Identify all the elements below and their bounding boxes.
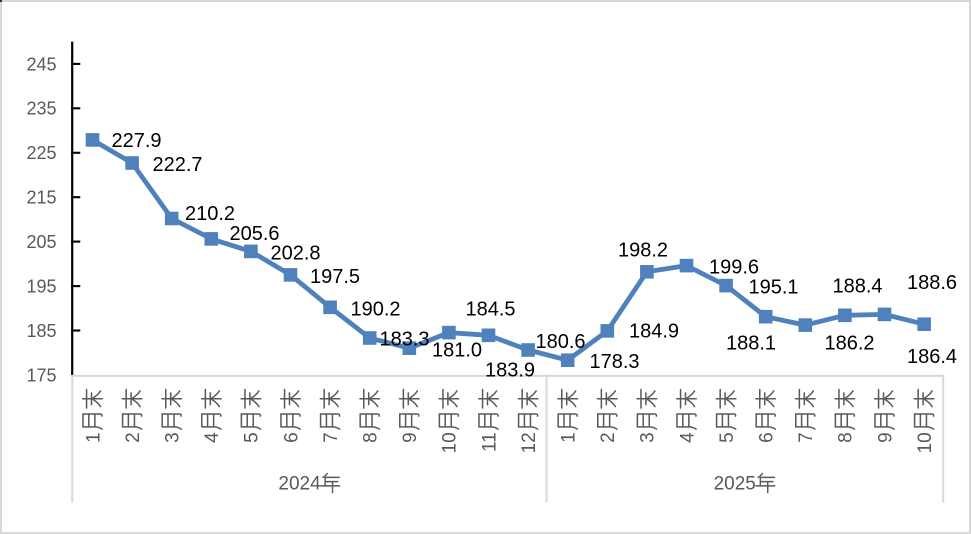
svg-text:5: 5	[717, 432, 738, 443]
svg-text:190.2: 190.2	[351, 299, 401, 321]
svg-text:188.1: 188.1	[726, 333, 776, 355]
svg-text:10: 10	[915, 432, 936, 453]
svg-text:4: 4	[677, 432, 698, 443]
svg-text:2: 2	[598, 432, 619, 443]
svg-text:183.3: 183.3	[380, 329, 430, 351]
svg-text:175: 175	[26, 365, 56, 385]
svg-text:7: 7	[321, 432, 342, 443]
svg-text:227.9: 227.9	[112, 130, 162, 152]
svg-text:225: 225	[26, 143, 56, 163]
svg-text:11: 11	[479, 432, 500, 452]
svg-text:5: 5	[242, 432, 263, 443]
svg-text:185: 185	[26, 321, 56, 341]
svg-text:202.8: 202.8	[271, 243, 321, 265]
svg-text:3: 3	[638, 432, 659, 443]
svg-text:2025: 2025	[714, 474, 756, 495]
svg-text:9: 9	[400, 432, 421, 443]
svg-text:205.6: 205.6	[230, 223, 280, 245]
svg-text:1: 1	[559, 432, 580, 443]
svg-text:2: 2	[123, 432, 144, 443]
svg-text:210.2: 210.2	[185, 203, 235, 225]
svg-text:245: 245	[26, 54, 56, 74]
svg-text:6: 6	[757, 432, 778, 443]
svg-text:188.6: 188.6	[907, 272, 957, 294]
svg-text:6: 6	[281, 432, 302, 443]
svg-text:178.3: 178.3	[590, 351, 640, 373]
svg-text:205: 205	[26, 232, 56, 252]
svg-text:186.2: 186.2	[825, 333, 875, 355]
svg-text:215: 215	[26, 188, 56, 208]
svg-text:198.2: 198.2	[618, 240, 668, 262]
svg-text:180.6: 180.6	[536, 331, 586, 353]
svg-text:184.9: 184.9	[629, 321, 679, 343]
svg-text:1: 1	[83, 432, 104, 443]
svg-text:7: 7	[796, 432, 817, 443]
svg-text:184.5: 184.5	[466, 299, 516, 321]
svg-text:235: 235	[26, 99, 56, 119]
svg-text:2024: 2024	[278, 474, 321, 495]
svg-text:195.1: 195.1	[749, 277, 799, 299]
svg-text:222.7: 222.7	[153, 154, 203, 176]
svg-text:12: 12	[519, 432, 540, 453]
svg-text:4: 4	[202, 432, 223, 443]
svg-text:10: 10	[440, 432, 461, 453]
svg-text:197.5: 197.5	[310, 266, 360, 288]
svg-text:183.9: 183.9	[485, 360, 535, 382]
svg-text:181.0: 181.0	[432, 340, 482, 362]
svg-text:8: 8	[836, 432, 857, 443]
svg-text:9: 9	[875, 432, 896, 443]
svg-text:3: 3	[163, 432, 184, 443]
svg-text:195: 195	[26, 277, 56, 297]
svg-text:199.6: 199.6	[709, 257, 759, 279]
svg-text:188.4: 188.4	[833, 276, 883, 298]
svg-text:8: 8	[361, 432, 382, 443]
svg-text:186.4: 186.4	[907, 346, 957, 368]
